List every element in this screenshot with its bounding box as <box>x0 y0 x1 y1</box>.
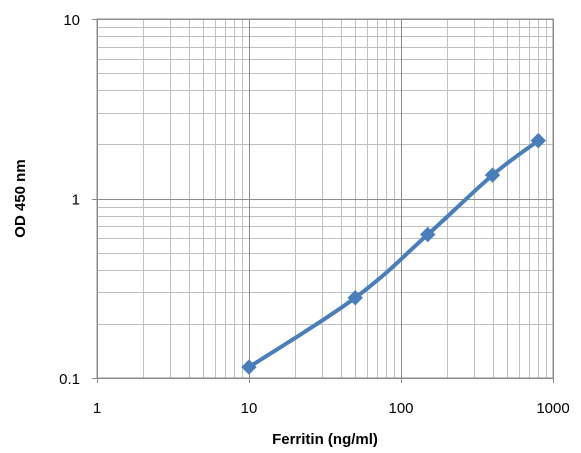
data-point-marker <box>241 359 257 375</box>
series-line <box>247 138 541 370</box>
y-tick-label: 0.1 <box>59 371 80 388</box>
y-tick-label: 10 <box>63 12 80 29</box>
x-axis-tick-labels: 1 10 100 1000 <box>93 400 570 417</box>
data-point-marker <box>530 132 546 149</box>
x-tick-label: 100 <box>388 400 413 417</box>
data-point-marker <box>347 290 363 306</box>
y-tick-label: 1 <box>72 192 80 209</box>
series-layer <box>241 132 546 375</box>
x-tick-label: 1000 <box>536 400 569 417</box>
plot-area-frame <box>96 18 554 379</box>
x-axis-title: Ferritin (ng/ml) <box>272 431 378 448</box>
data-point-marker <box>420 226 436 243</box>
y-axis-title: OD 450 nm <box>12 159 29 237</box>
x-tick-label: 1 <box>93 400 101 417</box>
x-tick-label: 10 <box>241 400 258 417</box>
minor-gridlines <box>97 19 553 378</box>
data-point-marker <box>484 167 501 183</box>
y-axis-tick-labels: 0.1 1 10 <box>59 12 80 388</box>
